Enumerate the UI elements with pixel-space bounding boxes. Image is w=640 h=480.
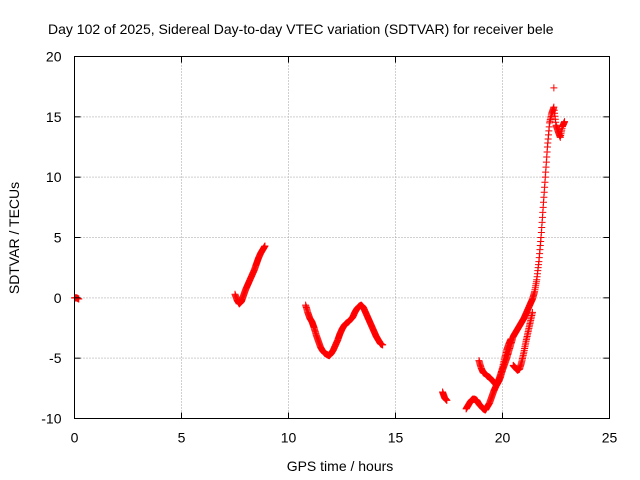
x-tick-label: 25 <box>602 430 618 446</box>
data-point <box>550 84 558 92</box>
data-point <box>561 118 569 126</box>
y-tick-label: 15 <box>46 109 62 125</box>
data-point <box>75 295 83 303</box>
axis-ticks: 0 5 10 15 20 25 -10 -5 0 5 10 15 20 <box>41 49 617 446</box>
y-tick-label: 10 <box>46 169 62 185</box>
data-points <box>71 84 569 414</box>
data-point <box>507 335 515 343</box>
data-point <box>261 242 269 250</box>
y-tick-label: 0 <box>54 290 62 306</box>
x-tick-label: 20 <box>495 430 511 446</box>
data-point <box>379 341 387 349</box>
x-tick-label: 0 <box>71 430 79 446</box>
y-tick-label: -5 <box>49 350 62 366</box>
chart-title: Day 102 of 2025, Sidereal Day-to-day VTE… <box>48 21 554 37</box>
y-tick-label: 5 <box>54 230 62 246</box>
y-tick-label: -10 <box>41 411 61 427</box>
data-point <box>443 396 451 404</box>
y-axis-label: SDTVAR / TECUs <box>6 182 22 294</box>
y-tick-label: 20 <box>46 49 62 65</box>
data-point <box>528 308 536 316</box>
grid-lines <box>74 56 610 419</box>
x-tick-label: 15 <box>388 430 404 446</box>
x-axis-label: GPS time / hours <box>287 458 394 474</box>
x-tick-label: 5 <box>178 430 186 446</box>
x-tick-label: 10 <box>281 430 297 446</box>
